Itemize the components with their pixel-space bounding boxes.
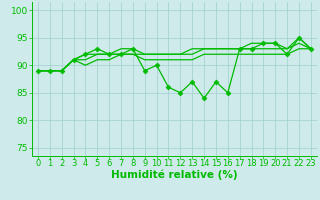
X-axis label: Humidité relative (%): Humidité relative (%) xyxy=(111,170,238,180)
